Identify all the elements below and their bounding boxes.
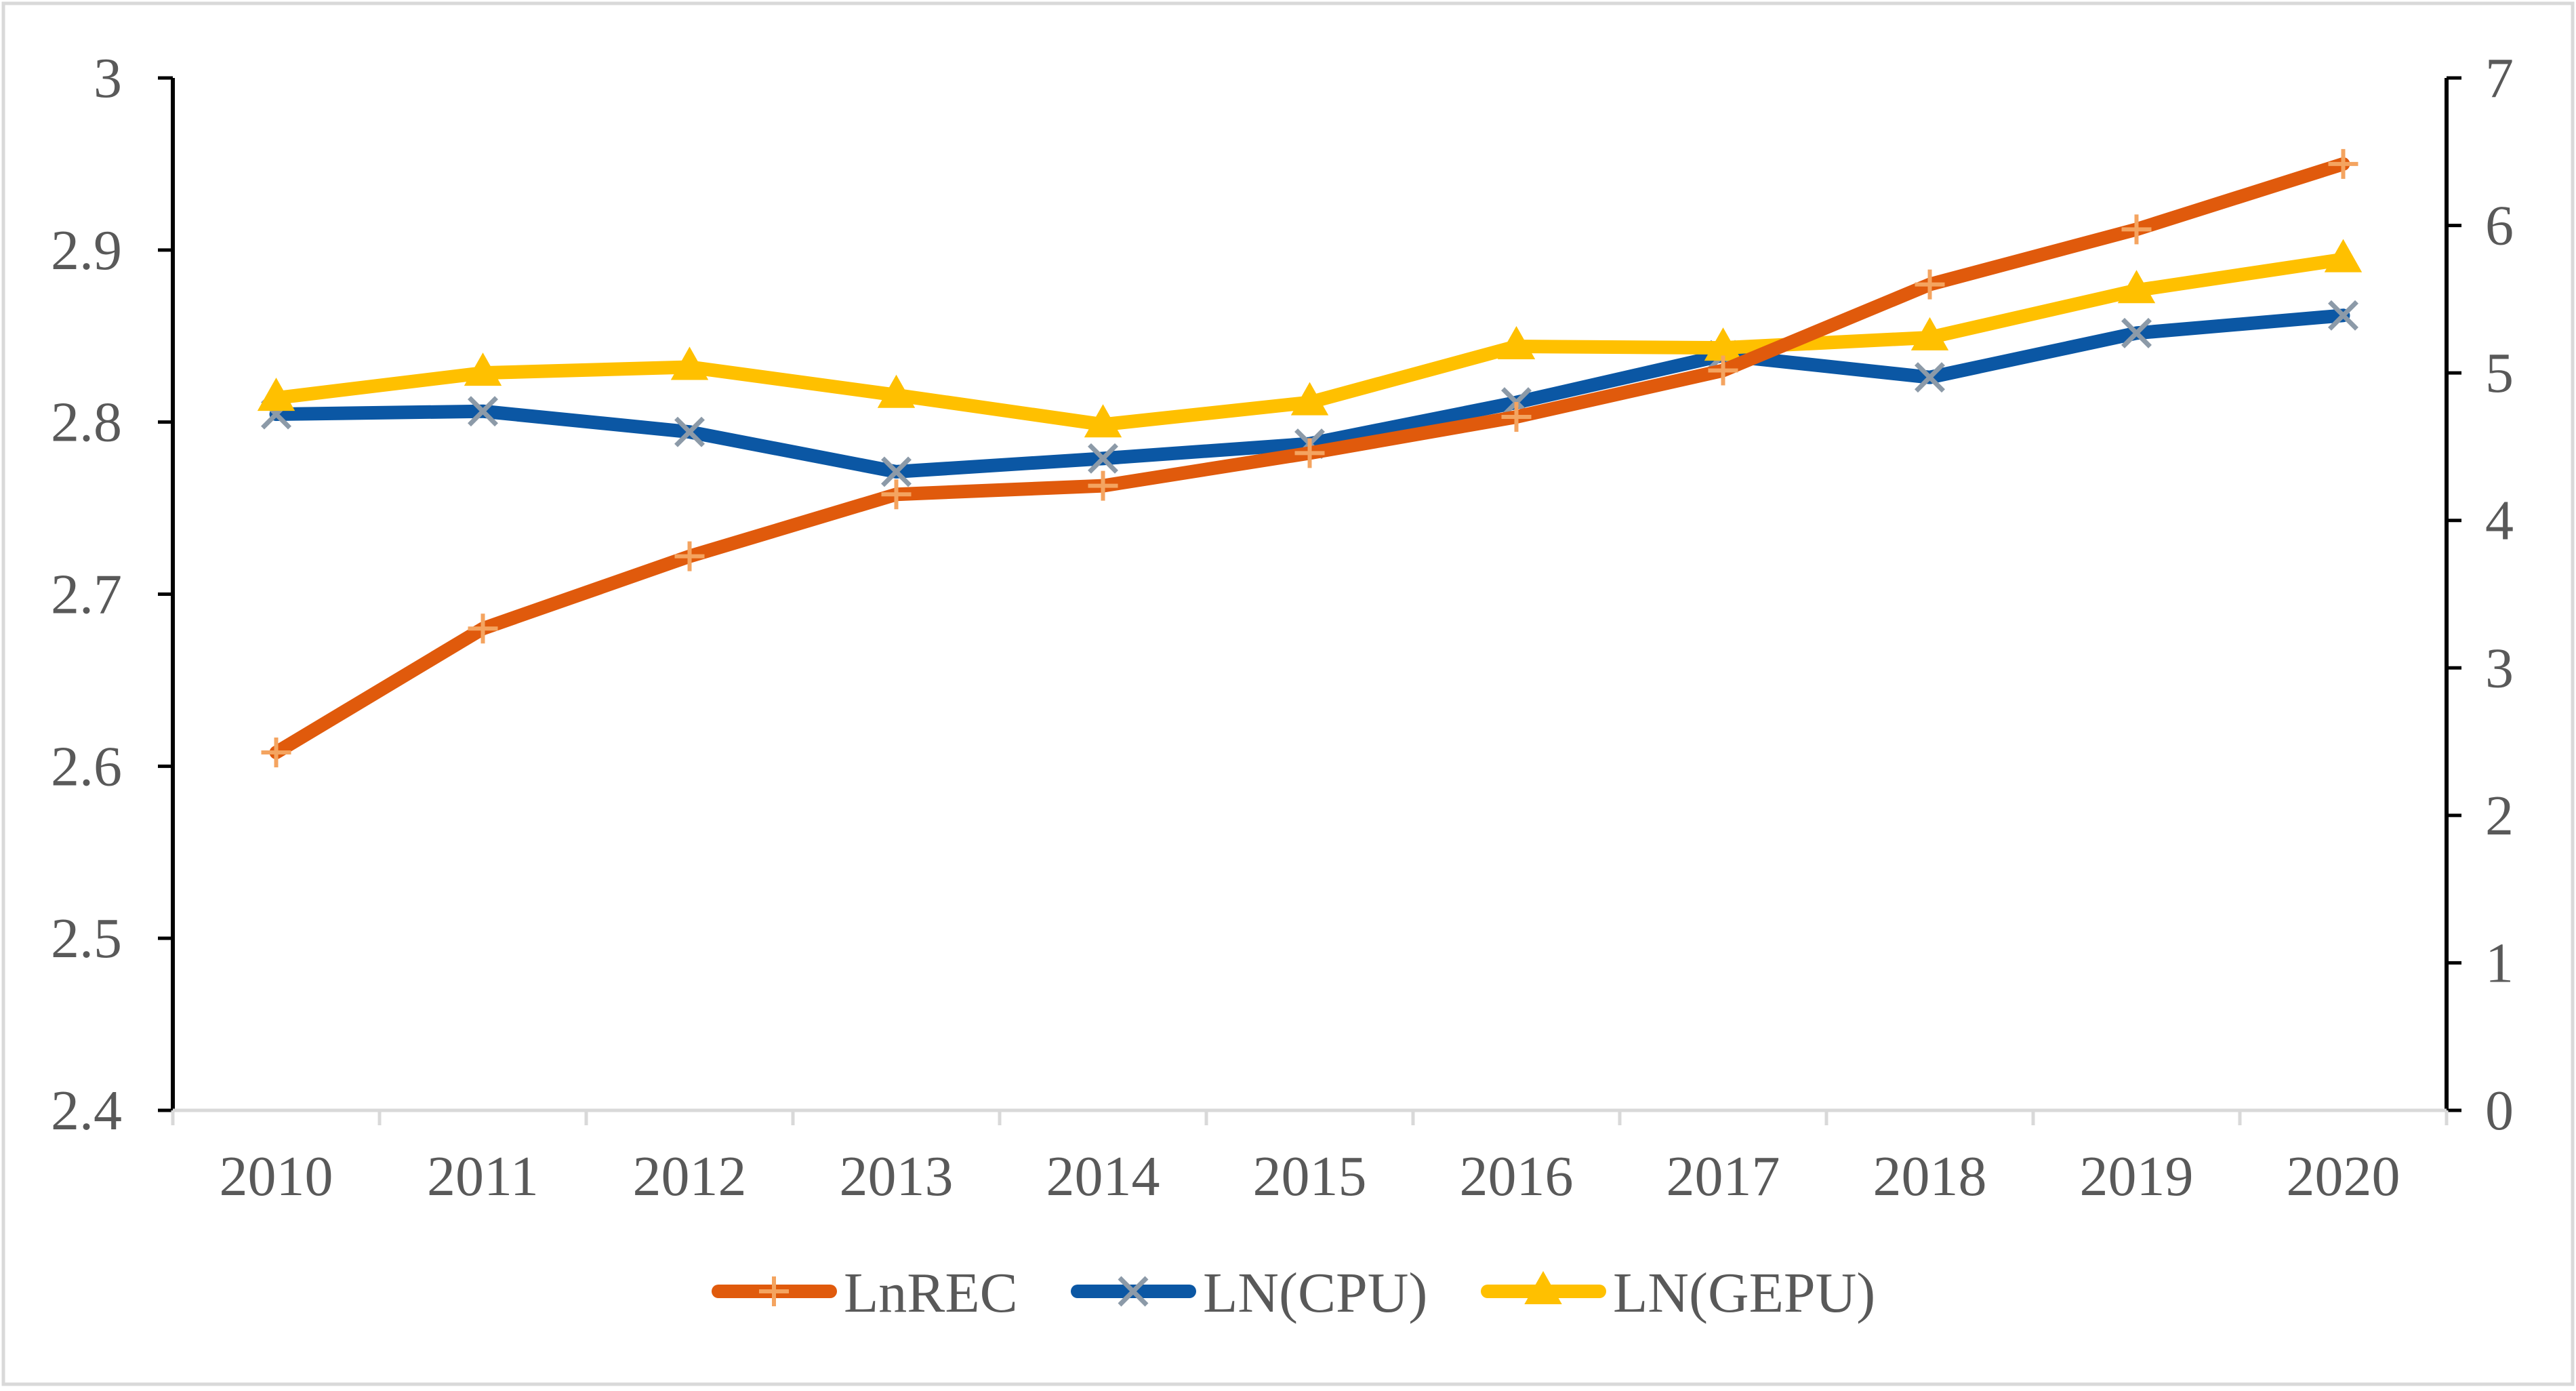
- y-tick-label-right: 3: [2485, 637, 2514, 700]
- data-point-x: [2328, 300, 2358, 331]
- y-tick-label-right: 7: [2485, 47, 2514, 110]
- x-tick-label: 2011: [427, 1145, 539, 1208]
- y-tick-label-left: 2.7: [51, 563, 122, 626]
- legend-label: LnREC: [844, 1262, 1018, 1325]
- x-tick-label: 2012: [633, 1145, 747, 1208]
- data-point-triangle: [1290, 382, 1329, 416]
- data-point-plus: [2121, 214, 2152, 245]
- series-lnrec: [261, 148, 2358, 768]
- series-lngepu: [257, 239, 2363, 438]
- data-point-x: [674, 416, 705, 447]
- data-point-triangle: [464, 352, 502, 386]
- data-point-x: [881, 456, 912, 487]
- data-point-plus: [759, 1276, 789, 1306]
- x-tick-label: 2013: [840, 1145, 954, 1208]
- x-tick-label: 2010: [220, 1145, 333, 1208]
- y-tick-label-right: 1: [2485, 931, 2514, 994]
- x-tick-label: 2019: [2080, 1145, 2194, 1208]
- data-point-plus: [468, 613, 498, 644]
- data-point-triangle: [257, 378, 295, 411]
- data-point-triangle: [877, 374, 916, 408]
- legend-label: LN(GEPU): [1613, 1262, 1875, 1325]
- y-tick-label-left: 2.4: [51, 1079, 122, 1142]
- data-point-plus: [1501, 402, 1532, 432]
- data-point-plus: [1708, 355, 1738, 386]
- x-tick-label: 2014: [1046, 1145, 1160, 1208]
- y-tick-label-right: 0: [2485, 1079, 2514, 1142]
- y-tick-label-right: 5: [2485, 342, 2514, 405]
- data-point-triangle: [1524, 1270, 1562, 1304]
- y-tick-label-right: 6: [2485, 195, 2514, 258]
- data-point-plus: [881, 479, 912, 510]
- y-tick-label-left: 2.8: [51, 391, 122, 454]
- x-tick-label: 2018: [1873, 1145, 1987, 1208]
- data-point-x: [1915, 362, 1945, 393]
- data-point-x: [468, 396, 498, 427]
- y-tick-label-left: 2.9: [51, 219, 122, 282]
- data-point-triangle: [1910, 317, 1949, 350]
- y-tick-label-left: 3: [94, 47, 122, 110]
- data-point-x: [2121, 317, 2152, 348]
- data-point-x: [1088, 443, 1118, 474]
- data-point-triangle: [1084, 404, 1122, 438]
- x-tick-label: 2016: [1460, 1145, 1574, 1208]
- legend-label: LN(CPU): [1203, 1262, 1427, 1325]
- data-point-plus: [1915, 269, 1945, 300]
- legend-item: LN(GEPU): [1481, 1262, 1875, 1325]
- y-tick-label-left: 2.6: [51, 735, 122, 798]
- x-tick-label: 2015: [1253, 1145, 1367, 1208]
- data-point-x: [1118, 1276, 1149, 1307]
- x-tick-label: 2017: [1667, 1145, 1780, 1208]
- axes: 2.4 2.5 2.6 2.7 2.8 2.9 3 0 1 2 3 4 5 6 7 2010 2011 2012 2…: [51, 47, 2514, 1208]
- data-point-plus: [1294, 438, 1325, 468]
- legend-item: LnREC: [712, 1262, 1018, 1325]
- data-point-triangle: [1497, 325, 1536, 359]
- series: [257, 148, 2363, 768]
- data-point-plus: [261, 738, 291, 768]
- legend: LnREC LN(CPU) LN(GEPU): [712, 1262, 1875, 1325]
- data-point-plus: [1088, 470, 1118, 501]
- y-tick-label-right: 2: [2485, 784, 2514, 847]
- legend-item: LN(CPU): [1071, 1262, 1427, 1325]
- data-point-triangle: [2324, 239, 2363, 273]
- data-point-plus: [2328, 148, 2358, 179]
- data-point-triangle: [2117, 270, 2156, 304]
- data-point-triangle: [670, 346, 709, 380]
- x-tick-label: 2020: [2287, 1145, 2400, 1208]
- y-tick-label-left: 2.5: [51, 907, 122, 970]
- data-point-plus: [674, 541, 705, 571]
- y-tick-label-right: 4: [2485, 489, 2514, 552]
